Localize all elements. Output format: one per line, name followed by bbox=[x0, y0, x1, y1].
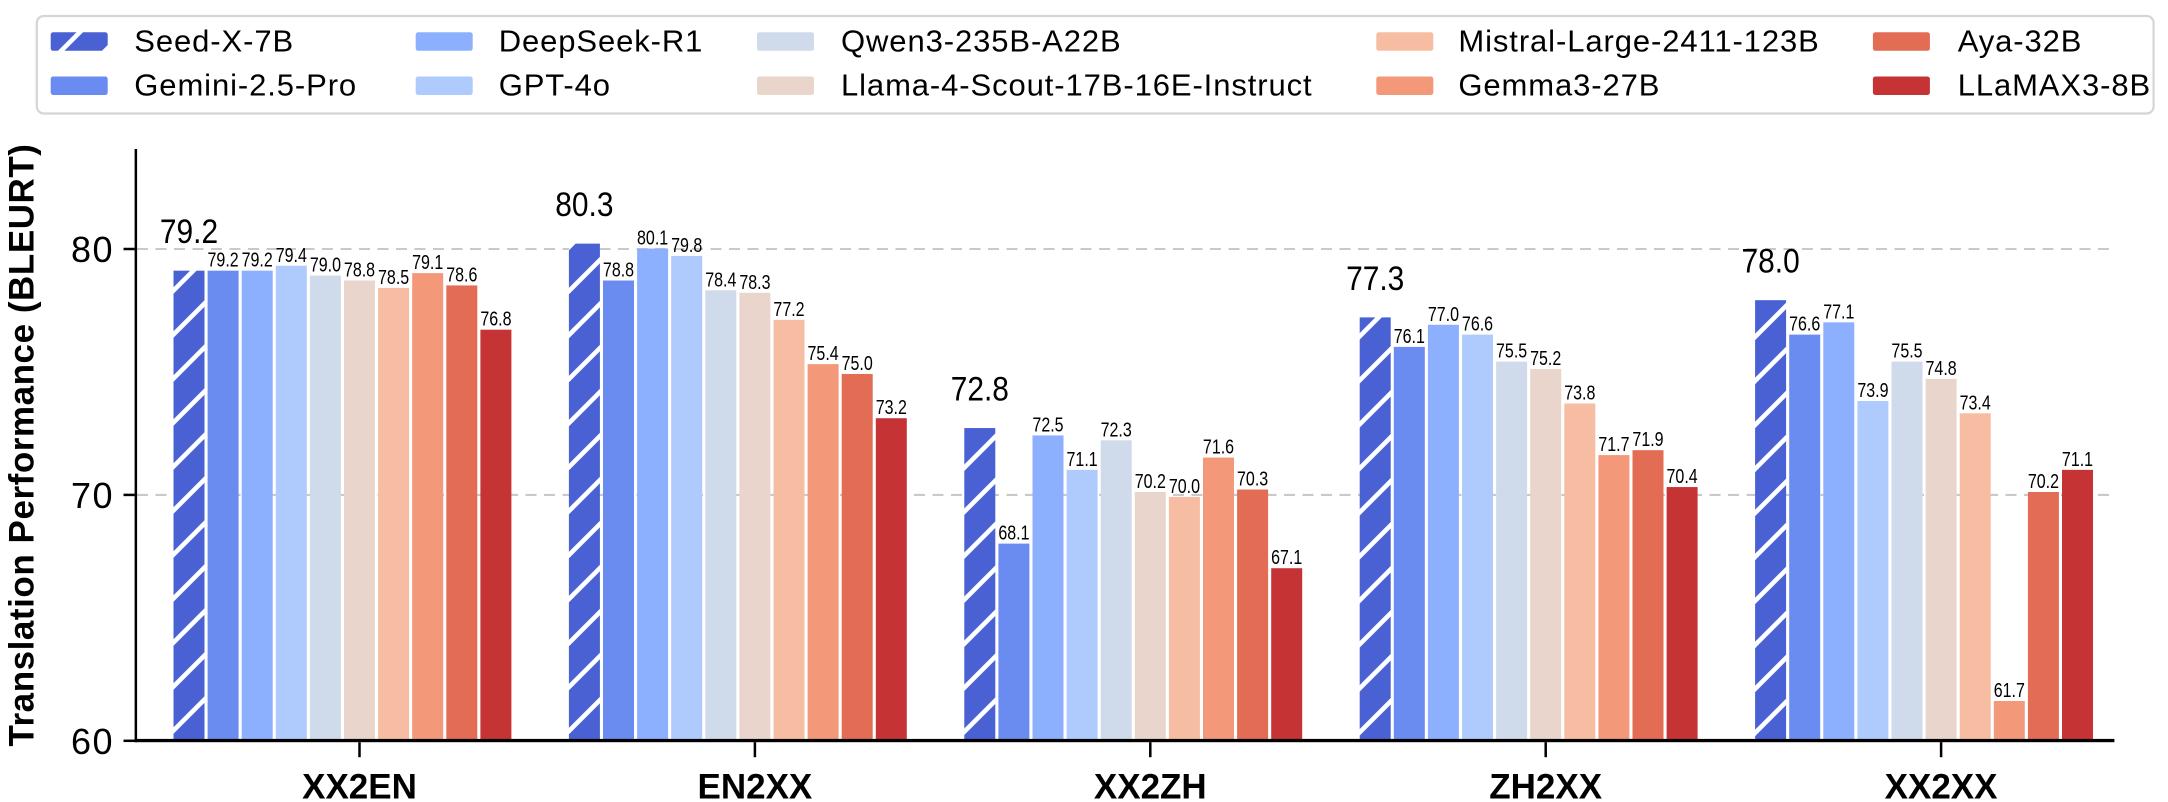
svg-text:76.1: 76.1 bbox=[1394, 325, 1425, 347]
svg-text:75.2: 75.2 bbox=[1530, 347, 1561, 369]
svg-text:76.6: 76.6 bbox=[1789, 313, 1820, 335]
svg-text:78.0: 78.0 bbox=[1741, 242, 1799, 280]
svg-text:DeepSeek-R1: DeepSeek-R1 bbox=[499, 24, 704, 59]
svg-text:73.4: 73.4 bbox=[1960, 392, 1991, 414]
svg-text:76.8: 76.8 bbox=[480, 308, 511, 330]
svg-text:ZH2XX: ZH2XX bbox=[1489, 768, 1602, 802]
svg-text:75.4: 75.4 bbox=[808, 342, 839, 364]
svg-text:71.6: 71.6 bbox=[1203, 436, 1234, 458]
svg-text:78.8: 78.8 bbox=[344, 259, 375, 281]
svg-text:72.5: 72.5 bbox=[1032, 414, 1063, 436]
svg-text:79.4: 79.4 bbox=[276, 244, 307, 266]
svg-text:Seed-X-7B: Seed-X-7B bbox=[134, 24, 294, 59]
svg-text:70.4: 70.4 bbox=[1667, 465, 1698, 487]
svg-text:70.2: 70.2 bbox=[2028, 470, 2059, 492]
svg-text:70.0: 70.0 bbox=[1169, 475, 1200, 497]
svg-text:71.1: 71.1 bbox=[2062, 448, 2093, 470]
svg-text:73.8: 73.8 bbox=[1564, 382, 1595, 404]
svg-text:Gemini-2.5-Pro: Gemini-2.5-Pro bbox=[134, 68, 357, 103]
svg-text:79.2: 79.2 bbox=[208, 249, 239, 271]
svg-text:68.1: 68.1 bbox=[998, 522, 1029, 544]
svg-text:Mistral-Large-2411-123B: Mistral-Large-2411-123B bbox=[1458, 24, 1819, 59]
svg-text:61.7: 61.7 bbox=[1994, 679, 2025, 701]
svg-text:80.1: 80.1 bbox=[637, 227, 668, 249]
svg-text:76.6: 76.6 bbox=[1462, 313, 1493, 335]
svg-text:78.3: 78.3 bbox=[739, 271, 770, 293]
svg-text:77.3: 77.3 bbox=[1346, 259, 1404, 297]
svg-text:72.3: 72.3 bbox=[1101, 419, 1132, 441]
svg-text:XX2ZH: XX2ZH bbox=[1094, 768, 1207, 802]
svg-text:79.2: 79.2 bbox=[160, 212, 218, 250]
svg-text:XX2EN: XX2EN bbox=[302, 768, 417, 802]
svg-text:70.2: 70.2 bbox=[1135, 470, 1166, 492]
svg-text:XX2XX: XX2XX bbox=[1885, 768, 1998, 802]
svg-text:74.8: 74.8 bbox=[1926, 357, 1957, 379]
svg-text:71.7: 71.7 bbox=[1598, 433, 1629, 455]
svg-text:80.3: 80.3 bbox=[555, 185, 613, 223]
svg-text:75.5: 75.5 bbox=[1891, 340, 1922, 362]
svg-text:Translation Performance (BLEUR: Translation Performance (BLEURT) bbox=[3, 144, 42, 747]
svg-text:Gemma3-27B: Gemma3-27B bbox=[1458, 68, 1660, 103]
svg-text:60: 60 bbox=[71, 721, 114, 762]
svg-text:LLaMAX3-8B: LLaMAX3-8B bbox=[1958, 68, 2151, 103]
svg-text:79.2: 79.2 bbox=[242, 249, 273, 271]
svg-text:78.5: 78.5 bbox=[378, 266, 409, 288]
svg-text:73.2: 73.2 bbox=[876, 397, 907, 419]
svg-text:70: 70 bbox=[71, 475, 114, 516]
svg-text:EN2XX: EN2XX bbox=[698, 768, 813, 802]
svg-text:78.8: 78.8 bbox=[603, 259, 634, 281]
svg-text:79.8: 79.8 bbox=[671, 234, 702, 256]
svg-text:79.1: 79.1 bbox=[412, 251, 443, 273]
svg-text:78.6: 78.6 bbox=[446, 264, 477, 286]
svg-text:71.9: 71.9 bbox=[1632, 429, 1663, 451]
svg-text:Llama-4-Scout-17B-16E-Instruct: Llama-4-Scout-17B-16E-Instruct bbox=[841, 68, 1313, 103]
svg-text:75.0: 75.0 bbox=[842, 352, 873, 374]
svg-text:70.3: 70.3 bbox=[1237, 468, 1268, 490]
svg-text:77.2: 77.2 bbox=[773, 298, 804, 320]
svg-text:Qwen3-235B-A22B: Qwen3-235B-A22B bbox=[841, 24, 1122, 59]
svg-text:73.9: 73.9 bbox=[1857, 379, 1888, 401]
svg-text:78.4: 78.4 bbox=[705, 269, 736, 291]
svg-text:77.0: 77.0 bbox=[1428, 303, 1459, 325]
svg-text:GPT-4o: GPT-4o bbox=[499, 68, 611, 103]
svg-text:67.1: 67.1 bbox=[1271, 547, 1302, 569]
svg-text:Aya-32B: Aya-32B bbox=[1958, 24, 2083, 59]
svg-text:71.1: 71.1 bbox=[1067, 448, 1098, 470]
svg-text:79.0: 79.0 bbox=[310, 254, 341, 276]
svg-text:77.1: 77.1 bbox=[1823, 301, 1854, 323]
svg-text:72.8: 72.8 bbox=[951, 370, 1009, 408]
svg-text:80: 80 bbox=[71, 229, 114, 270]
svg-text:75.5: 75.5 bbox=[1496, 340, 1527, 362]
